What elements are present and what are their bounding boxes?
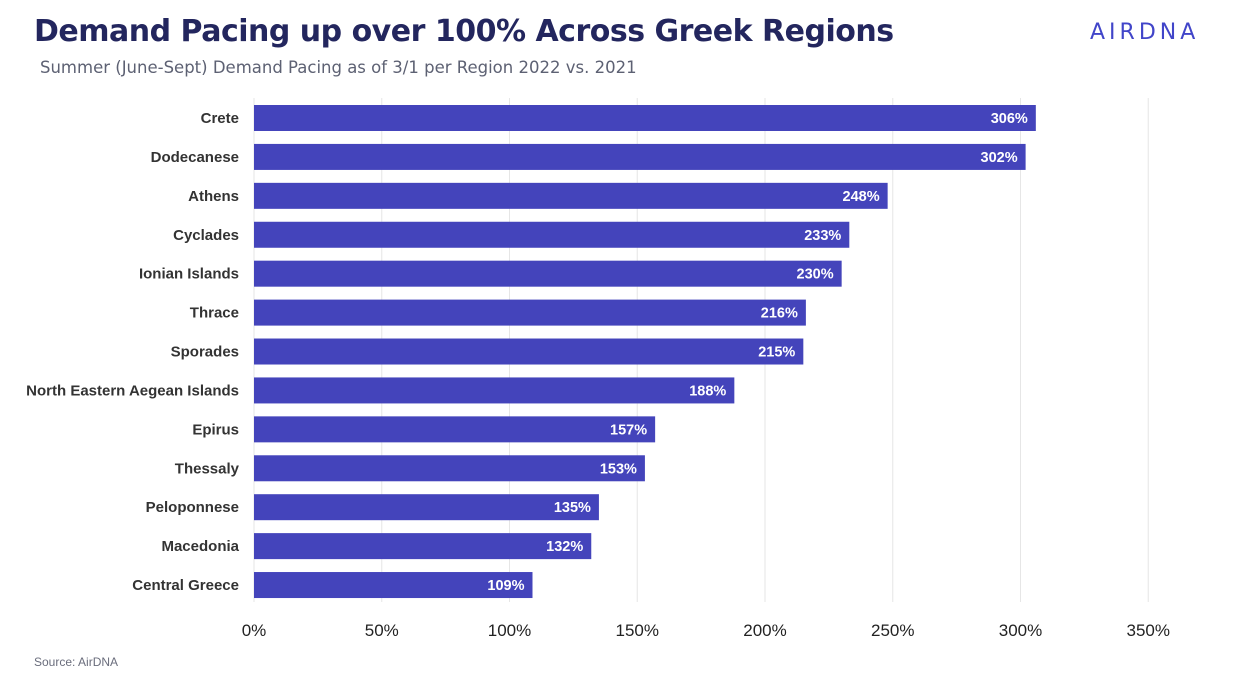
category-label: Ionian Islands [139, 266, 239, 283]
data-label: 248% [843, 189, 880, 205]
data-label: 135% [554, 500, 591, 516]
data-label: 230% [797, 267, 834, 283]
category-label: Central Greece [132, 577, 239, 594]
category-label: Thessaly [175, 460, 240, 477]
category-label: Cyclades [173, 227, 239, 244]
chart-title: Demand Pacing up over 100% Across Greek … [34, 14, 894, 49]
bar [254, 494, 599, 521]
x-tick-label: 100% [488, 621, 531, 640]
category-label: Peloponnese [146, 499, 239, 516]
x-axis-ticks: 0% 50% 100% 150% 200% 250% 300% 350% [242, 621, 1170, 640]
source-note: Source: AirDNA [34, 655, 119, 669]
data-label: 306% [991, 111, 1028, 127]
bar [254, 377, 735, 404]
bar [254, 260, 842, 287]
data-label: 233% [804, 228, 841, 244]
data-label: 188% [689, 383, 726, 399]
airdna-logo: AIRDNA [1090, 20, 1200, 45]
category-label: Epirus [192, 421, 239, 438]
x-tick-label: 50% [365, 621, 399, 640]
category-label: Sporades [171, 344, 239, 361]
bar [254, 221, 850, 248]
category-label: Dodecanese [151, 149, 239, 166]
chart-subtitle: Summer (June-Sept) Demand Pacing as of 3… [40, 58, 637, 77]
category-label: Athens [188, 188, 239, 205]
bar [254, 105, 1036, 131]
data-label: 157% [610, 422, 647, 438]
category-label: Thrace [190, 305, 239, 322]
data-label: 132% [546, 539, 583, 555]
bar [254, 455, 645, 482]
value-labels: 306% 302% 248% 233% 230% 216% 215% 188% 157% 153%… [487, 111, 1028, 594]
bar [254, 338, 804, 365]
bar [254, 299, 806, 326]
category-label: Crete [201, 110, 239, 127]
bar [254, 533, 592, 560]
x-tick-label: 0% [242, 621, 267, 640]
x-tick-label: 250% [871, 621, 914, 640]
bar [254, 416, 656, 443]
x-tick-label: 150% [616, 621, 659, 640]
data-label: 302% [981, 150, 1018, 166]
category-labels: Crete Dodecanese Athens Cyclades Ionian Isla… [26, 110, 239, 594]
bar [254, 143, 1026, 170]
x-tick-label: 350% [1127, 621, 1170, 640]
category-label: Macedonia [161, 538, 239, 555]
category-label: North Eastern Aegean Islands [26, 382, 239, 399]
x-tick-label: 200% [743, 621, 786, 640]
x-tick-label: 300% [999, 621, 1042, 640]
data-label: 109% [487, 578, 524, 594]
data-label: 215% [758, 345, 795, 361]
bars [254, 105, 1036, 599]
bar [254, 572, 533, 599]
bar [254, 182, 888, 209]
data-label: 153% [600, 461, 637, 477]
data-label: 216% [761, 306, 798, 322]
